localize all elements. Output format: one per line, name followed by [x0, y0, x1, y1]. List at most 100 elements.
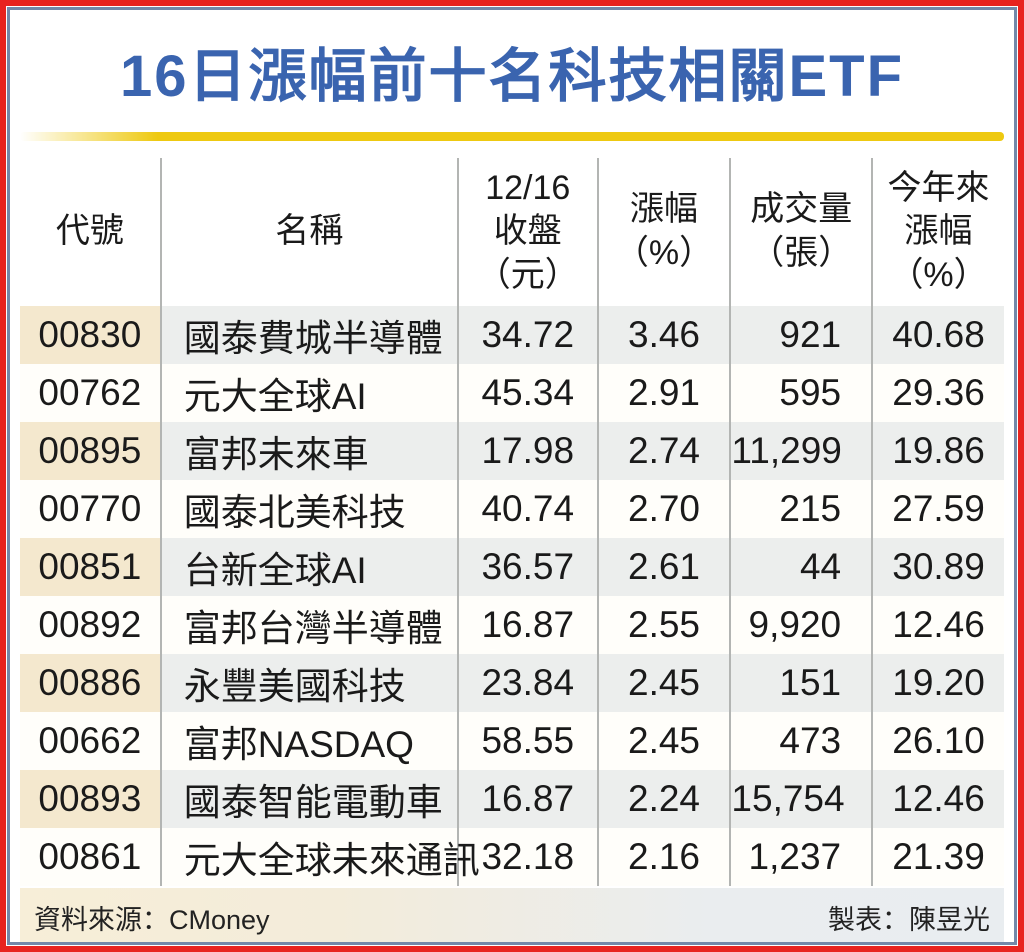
- etf-table: 代號 名稱 12/16 收盤 （元） 漲幅 （%） 成交: [20, 158, 1004, 886]
- cell-ytd: 27.59: [871, 480, 1004, 538]
- cell-volume: 44: [729, 538, 873, 596]
- header-line: 收盤: [493, 212, 562, 251]
- cell-code: 00893: [20, 770, 161, 828]
- cell-name: 台新全球AI: [159, 538, 458, 596]
- header-ytd: 今年來 漲幅 （%）: [871, 158, 1004, 306]
- cell-change: 2.55: [596, 596, 731, 654]
- inner-blue-border: 16日漲幅前十名科技相關ETF 代號 名稱 12/16 收盤: [7, 7, 1017, 945]
- cell-close: 36.57: [456, 538, 598, 596]
- cell-close: 16.87: [456, 596, 598, 654]
- header-row: 代號 名稱 12/16 收盤 （元） 漲幅 （%） 成交: [20, 158, 1004, 306]
- title-divider: [20, 132, 1004, 141]
- cell-ytd: 26.10: [871, 712, 1004, 770]
- cell-ytd: 19.86: [871, 422, 1004, 480]
- cell-close: 23.84: [456, 654, 598, 712]
- cell-change: 2.45: [596, 712, 731, 770]
- header-close: 12/16 收盤 （元）: [456, 158, 598, 306]
- table-row: 00830 國泰費城半導體 34.72 3.46 921 40.68: [20, 306, 1004, 364]
- cell-ytd: 29.36: [871, 364, 1004, 422]
- cell-volume: 473: [729, 712, 873, 770]
- header-line: 代號: [55, 212, 124, 251]
- cell-volume: 215: [729, 480, 873, 538]
- header-change: 漲幅 （%）: [596, 158, 731, 306]
- cell-code: 00762: [20, 364, 161, 422]
- cell-name: 永豐美國科技: [159, 654, 458, 712]
- cell-volume: 151: [729, 654, 873, 712]
- cell-name: 國泰費城半導體: [159, 306, 458, 364]
- header-name: 名稱: [159, 158, 458, 306]
- title-area: 16日漲幅前十名科技相關ETF: [20, 18, 1004, 124]
- table-row: 00895 富邦未來車 17.98 2.74 11,299 19.86: [20, 422, 1004, 480]
- table-row: 00861 元大全球未來通訊 32.18 2.16 1,237 21.39: [20, 828, 1004, 886]
- table-row: 00892 富邦台灣半導體 16.87 2.55 9,920 12.46: [20, 596, 1004, 654]
- header-line: （元）: [476, 255, 579, 294]
- header-line: （張）: [750, 234, 853, 272]
- cell-change: 2.16: [596, 828, 731, 886]
- cell-name: 富邦台灣半導體: [159, 596, 458, 654]
- cell-code: 00851: [20, 538, 161, 596]
- cell-ytd: 30.89: [871, 538, 1004, 596]
- cell-name: 元大全球未來通訊: [159, 828, 480, 886]
- header-line: （%）: [889, 255, 988, 294]
- cell-ytd: 12.46: [871, 770, 1004, 828]
- cell-change: 2.91: [596, 364, 731, 422]
- header-line: 名稱: [275, 212, 344, 251]
- cell-change: 2.24: [596, 770, 731, 828]
- cell-change: 2.61: [596, 538, 731, 596]
- cell-ytd: 12.46: [871, 596, 1004, 654]
- header-code: 代號: [20, 158, 161, 306]
- cell-close: 16.87: [456, 770, 598, 828]
- cell-change: 2.74: [596, 422, 731, 480]
- cell-close: 17.98: [456, 422, 598, 480]
- cell-code: 00861: [20, 828, 161, 886]
- header-line: （%）: [614, 234, 714, 272]
- header-line: 12/16: [485, 168, 571, 207]
- table-header: 代號 名稱 12/16 收盤 （元） 漲幅 （%） 成交: [20, 158, 1004, 306]
- table-row: 00762 元大全球AI 45.34 2.91 595 29.36: [20, 364, 1004, 422]
- cell-code: 00886: [20, 654, 161, 712]
- cell-name: 國泰北美科技: [159, 480, 458, 538]
- cell-code: 00662: [20, 712, 161, 770]
- header-line: 今年來: [887, 168, 990, 207]
- table-row: 00770 國泰北美科技 40.74 2.70 215 27.59: [20, 480, 1004, 538]
- cell-volume: 11,299: [729, 422, 873, 480]
- cell-close: 40.74: [456, 480, 598, 538]
- footer-bar: 資料來源：CMoney 製表：陳昱光: [20, 888, 1004, 942]
- table-row: 00893 國泰智能電動車 16.87 2.24 15,754 12.46: [20, 770, 1004, 828]
- data-source-label: 資料來源：CMoney: [34, 904, 270, 935]
- cell-name: 元大全球AI: [159, 364, 458, 422]
- header-line: 成交量: [750, 190, 853, 229]
- cell-code: 00770: [20, 480, 161, 538]
- header-line: 漲幅: [630, 190, 698, 229]
- table-row: 00886 永豐美國科技 23.84 2.45 151 19.20: [20, 654, 1004, 712]
- table-credit-label: 製表：陳昱光: [828, 904, 990, 935]
- cell-close: 34.72: [456, 306, 598, 364]
- cell-ytd: 21.39: [871, 828, 1004, 886]
- cell-close: 45.34: [456, 364, 598, 422]
- cell-name: 富邦NASDAQ: [159, 712, 458, 770]
- cell-volume: 9,920: [729, 596, 873, 654]
- cell-name: 富邦未來車: [159, 422, 458, 480]
- cell-ytd: 19.20: [871, 654, 1004, 712]
- header-volume: 成交量 （張）: [729, 158, 873, 306]
- cell-close: 32.18: [456, 828, 598, 886]
- cell-name: 國泰智能電動車: [159, 770, 458, 828]
- cell-code: 00830: [20, 306, 161, 364]
- cell-code: 00895: [20, 422, 161, 480]
- cell-code: 00892: [20, 596, 161, 654]
- cell-change: 2.45: [596, 654, 731, 712]
- table-row: 00662 富邦NASDAQ 58.55 2.45 473 26.10: [20, 712, 1004, 770]
- cell-volume: 1,237: [729, 828, 873, 886]
- cell-ytd: 40.68: [871, 306, 1004, 364]
- cell-close: 58.55: [456, 712, 598, 770]
- table-body: 00830 國泰費城半導體 34.72 3.46 921 40.68 00762…: [20, 306, 1004, 886]
- header-line: 漲幅: [904, 212, 973, 251]
- cell-volume: 15,754: [729, 770, 873, 828]
- cell-volume: 921: [729, 306, 873, 364]
- page-title: 16日漲幅前十名科技相關ETF: [119, 44, 905, 109]
- cell-change: 3.46: [596, 306, 731, 364]
- table-row: 00851 台新全球AI 36.57 2.61 44 30.89: [20, 538, 1004, 596]
- cell-change: 2.70: [596, 480, 731, 538]
- cell-volume: 595: [729, 364, 873, 422]
